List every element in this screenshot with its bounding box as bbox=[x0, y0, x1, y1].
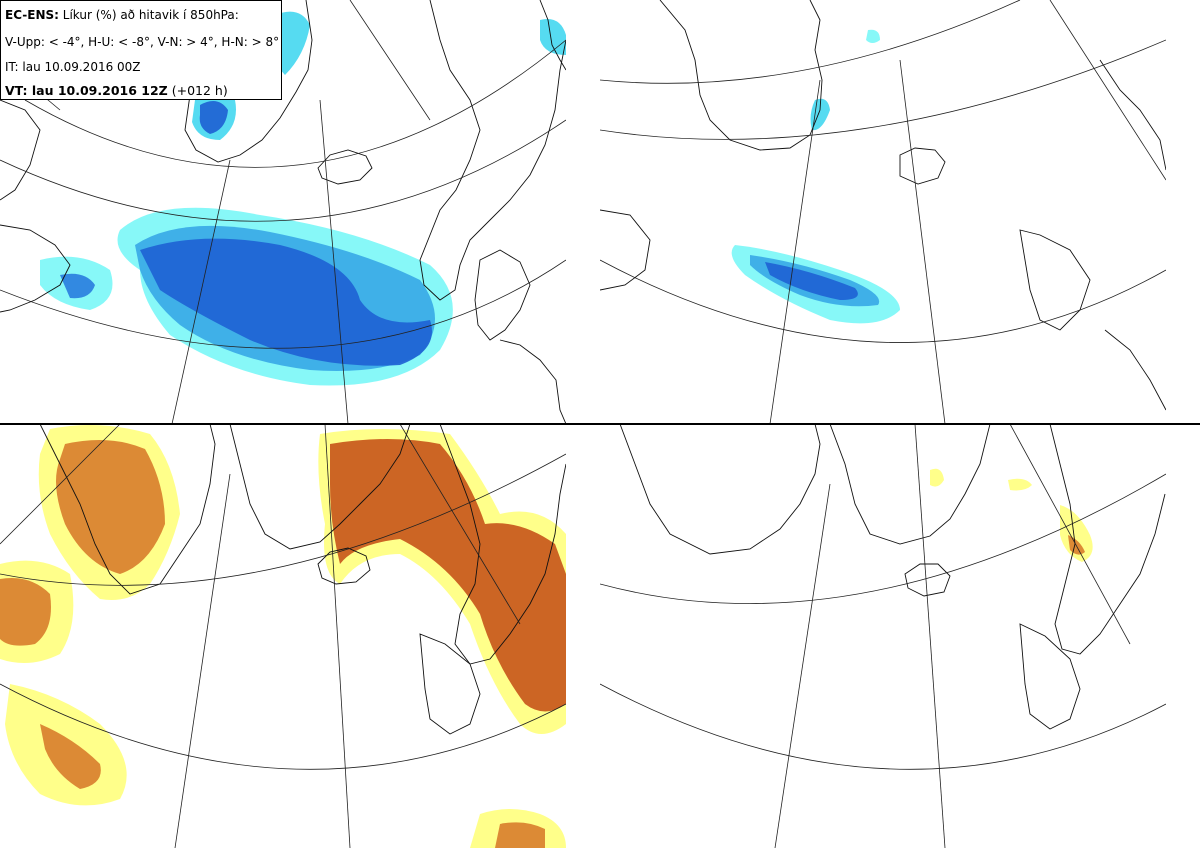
map-canvas bbox=[0, 424, 566, 848]
graticule bbox=[600, 0, 1166, 424]
map-panel-cold-8: 1009565355 bbox=[600, 0, 1166, 424]
map-panel-warm-8: 1009565355 bbox=[600, 424, 1166, 848]
panel-divider-horizontal bbox=[0, 423, 1200, 425]
map-canvas bbox=[600, 0, 1166, 424]
probability-area bbox=[40, 724, 101, 789]
probability-area bbox=[540, 19, 566, 55]
lead-time: (+012 h) bbox=[171, 83, 228, 98]
threshold-definitions: V-Upp: < -4°, H-U: < -8°, V-N: > 4°, H-N… bbox=[5, 35, 280, 49]
probability-area bbox=[866, 29, 880, 43]
map-canvas bbox=[0, 0, 566, 424]
probability-area bbox=[0, 578, 51, 646]
probability-area bbox=[140, 238, 432, 366]
coastline bbox=[600, 0, 1166, 411]
map-panel-warm-4: 1009565355 bbox=[0, 424, 566, 848]
probability-field bbox=[731, 29, 900, 324]
coastline bbox=[39, 424, 566, 735]
probability-area bbox=[273, 11, 310, 76]
map-canvas bbox=[600, 424, 1166, 848]
probability-area bbox=[60, 273, 95, 299]
map-legend-box: EC-ENS: Líkur (%) að hitavik í 850hPa: V… bbox=[0, 0, 282, 100]
probability-area bbox=[1060, 505, 1093, 562]
probability-area bbox=[199, 101, 228, 134]
probability-area bbox=[330, 439, 566, 712]
probability-area bbox=[930, 468, 944, 487]
probability-area bbox=[495, 822, 545, 848]
probability-field bbox=[0, 425, 566, 848]
coastline bbox=[0, 0, 566, 424]
probability-area bbox=[765, 262, 858, 300]
map-panel-cold-4: EC-ENS: Líkur (%) að hitavik í 850hPa: V… bbox=[0, 0, 566, 424]
probability-area bbox=[1008, 478, 1032, 491]
graticule bbox=[0, 0, 566, 424]
graticule bbox=[600, 424, 1166, 848]
probability-field bbox=[40, 11, 566, 386]
coastline bbox=[619, 424, 1166, 730]
map-title: Líkur (%) að hitavik í 850hPa: bbox=[62, 8, 239, 22]
graticule bbox=[0, 424, 566, 848]
model-name: EC-ENS: bbox=[5, 8, 59, 22]
initial-time: IT: lau 10.09.2016 00Z bbox=[5, 60, 141, 74]
probability-field bbox=[930, 468, 1093, 562]
probability-area bbox=[56, 440, 165, 574]
probability-area bbox=[1068, 535, 1085, 555]
valid-time: VT: lau 10.09.2016 12Z bbox=[5, 83, 168, 98]
